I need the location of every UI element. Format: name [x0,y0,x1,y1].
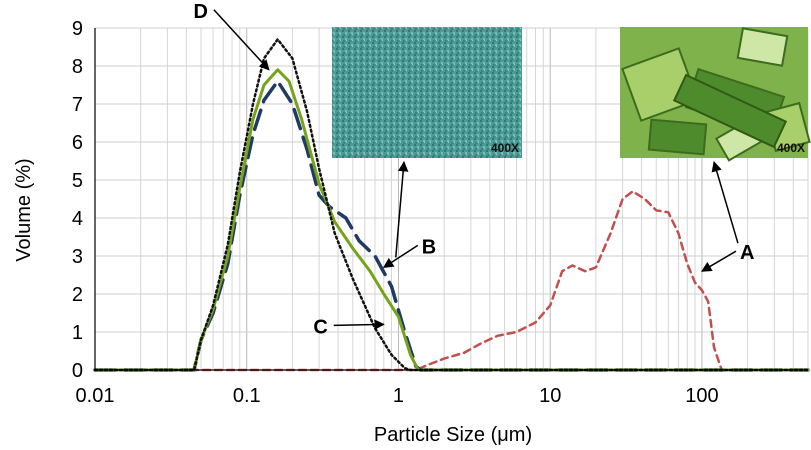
series-line-a [93,190,810,372]
annotation-arrow [701,250,737,272]
x-tick-label: 10 [539,385,561,407]
crystal-shape [736,27,789,67]
annotation-label: B [422,236,436,258]
annotation-b: B [382,236,436,269]
inset-magnification-label: 400X [491,141,519,155]
y-tick-label: 0 [72,360,83,382]
y-tick-label: 6 [72,132,83,154]
micrograph-inset-a: 400X [620,27,811,162]
annotation-label: D [193,1,207,23]
annotations: A B C D [193,1,754,339]
inset-pointer-b [395,160,409,258]
annotation-arrow [333,319,385,330]
micrograph-inset-b: 400X [332,27,522,158]
y-axis-label: Volume (%) [13,158,35,261]
annotation-d: D [193,1,270,71]
annotation-label: A [740,242,754,264]
series-line-d [93,38,810,372]
y-tick-label: 5 [72,170,83,192]
y-tick-label: 2 [72,284,83,306]
axes: 0 1 2 3 4 5 6 7 8 9 0.01 0.1 1 10 100 [72,18,808,407]
annotation-arrow [382,244,419,269]
series-lines [93,38,810,372]
annotation-c: C [313,316,385,338]
x-tick-label: 1 [393,385,404,407]
y-tick-label: 9 [72,18,83,40]
y-tick-label: 4 [72,208,83,230]
crystal-shape [672,73,788,149]
x-tick-label: 100 [685,385,718,407]
inset-magnification-label: 400X [777,141,805,155]
micrograph-insets: 400X 400X [332,27,811,162]
annotation-a: A [701,242,754,272]
annotation-label: C [313,316,327,338]
inset-pointer-a [711,160,739,244]
y-tick-label: 8 [72,56,83,78]
y-tick-label: 3 [72,246,83,268]
x-tick-label: 0.1 [233,385,261,407]
y-tick-label: 7 [72,94,83,116]
crystal-shape [647,118,708,156]
annotation-arrow [213,9,270,71]
y-tick-label: 1 [72,322,83,344]
x-axis-label: Particle Size (μm) [374,424,532,446]
micrograph-image [332,27,522,158]
x-tick-label: 0.01 [76,385,115,407]
